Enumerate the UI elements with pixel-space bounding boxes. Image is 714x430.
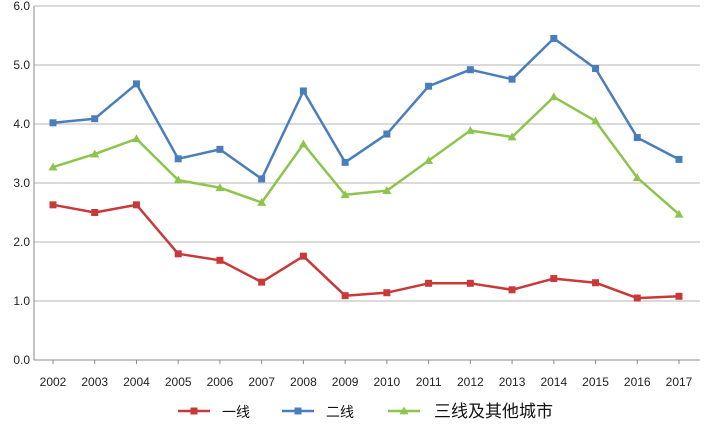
legend-label: 二线	[326, 405, 354, 421]
gridlines	[34, 5, 700, 302]
x-tick-label: 2017	[666, 375, 693, 389]
y-tick-labels: 0.0 1.0 2.0 3.0 4.0 5.0 6.0	[13, 0, 30, 367]
x-tick-label: 2005	[165, 375, 192, 389]
data-point	[508, 75, 516, 83]
x-tick-label: 2016	[624, 375, 651, 389]
data-point	[132, 201, 140, 209]
data-point	[425, 279, 433, 287]
legend-marker	[294, 407, 302, 415]
legend-item-2: 三线及其他城市	[388, 402, 553, 422]
legend: 一线 二线 三线及其他城市	[178, 402, 553, 422]
data-point	[633, 294, 641, 302]
data-point	[592, 65, 600, 73]
data-point	[424, 156, 434, 164]
data-point	[49, 119, 57, 127]
data-point	[382, 186, 392, 195]
data-point	[48, 162, 58, 171]
data-point	[174, 155, 182, 163]
data-point	[550, 275, 558, 283]
series	[48, 34, 684, 302]
y-tick-label: 4.0	[13, 117, 30, 131]
legend-item-1: 二线	[282, 405, 354, 421]
legend-marker	[399, 406, 409, 415]
data-point	[675, 155, 683, 163]
y-tick-label: 1.0	[13, 294, 30, 308]
data-point	[91, 209, 99, 216]
data-point	[632, 173, 642, 182]
y-tick-label: 0.0	[13, 353, 30, 367]
y-tick-label: 6.0	[13, 0, 30, 13]
series-0	[49, 201, 683, 302]
data-point	[507, 132, 517, 141]
data-point	[466, 66, 474, 74]
data-point	[383, 130, 391, 138]
x-tick-label: 2013	[499, 375, 526, 389]
data-point	[257, 197, 267, 206]
x-tick-label: 2009	[332, 375, 359, 389]
data-point	[466, 279, 474, 287]
y-tick-label: 2.0	[13, 235, 30, 249]
x-tick-label: 2011	[416, 375, 442, 389]
data-point	[675, 292, 683, 300]
data-point	[425, 82, 433, 90]
data-point	[49, 201, 57, 209]
data-point	[549, 92, 559, 101]
data-point	[508, 286, 516, 294]
x-tick-label: 2003	[81, 375, 108, 389]
data-point	[465, 125, 475, 134]
x-tick-label: 2010	[374, 375, 401, 389]
data-point	[299, 252, 307, 260]
data-point	[341, 292, 349, 300]
legend-label: 一线	[222, 405, 250, 421]
data-point	[258, 175, 266, 183]
data-point	[298, 139, 308, 148]
data-point	[131, 134, 141, 143]
data-point	[550, 34, 558, 42]
x-tick-label: 2014	[540, 375, 567, 389]
axes	[33, 6, 700, 364]
data-point	[633, 134, 641, 142]
series-line	[52, 95, 680, 216]
x-tick-label: 2004	[123, 375, 150, 389]
x-tick-label: 2015	[582, 375, 609, 389]
series-1	[49, 34, 683, 183]
x-tick-labels: 2002 2003 2004 2005 2006 2007 2008 2009 2010 2011…	[40, 375, 693, 389]
data-point	[341, 158, 349, 166]
data-point	[299, 87, 307, 95]
data-point	[216, 256, 224, 264]
y-tick-label: 3.0	[13, 176, 30, 190]
data-point	[91, 115, 99, 123]
data-point	[383, 289, 391, 297]
x-tick-label: 2006	[207, 375, 234, 389]
legend-label: 三线及其他城市	[434, 402, 553, 422]
series-2	[48, 92, 684, 218]
x-tick-label: 2002	[40, 375, 67, 389]
data-point	[215, 183, 225, 192]
series-line	[52, 37, 680, 181]
data-point	[174, 250, 182, 258]
x-tick-label: 2008	[290, 375, 317, 389]
x-tick-label: 2012	[457, 375, 484, 389]
x-tick-label: 2007	[248, 375, 275, 389]
data-point	[173, 175, 183, 184]
legend-item-0: 一线	[178, 405, 250, 421]
data-point	[132, 80, 140, 88]
data-point	[258, 278, 266, 286]
y-tick-label: 5.0	[13, 58, 30, 72]
data-point	[674, 209, 684, 218]
data-point	[340, 190, 350, 199]
data-point	[90, 149, 100, 158]
series-line	[52, 203, 680, 300]
legend-marker	[190, 407, 198, 415]
data-point	[591, 116, 601, 125]
data-point	[216, 145, 224, 153]
data-point	[592, 279, 600, 287]
